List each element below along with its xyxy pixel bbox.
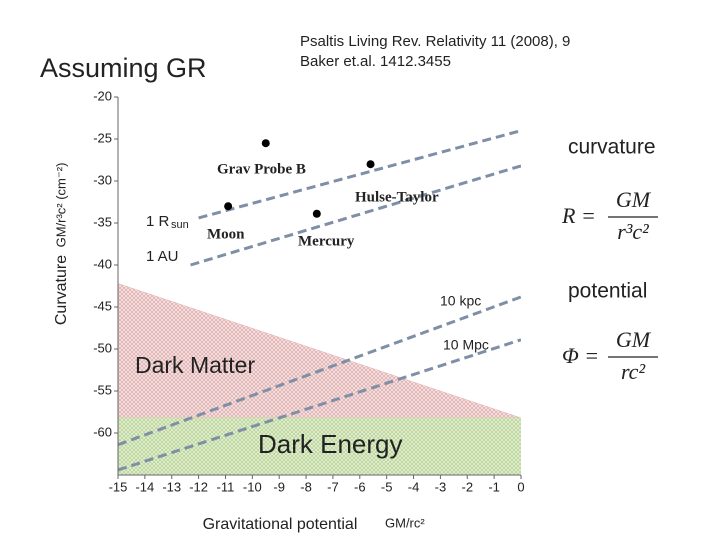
reference: Psaltis Living Rev. Relativity 11 (2008)… [300, 33, 570, 50]
formula: rc² [621, 359, 646, 384]
annotation: Grav Probe B [217, 161, 306, 177]
y-tick-label: -50 [93, 340, 112, 355]
potential-label: potential [568, 280, 647, 303]
annotation: Mercury [298, 233, 355, 249]
x-tick-label: -11 [217, 479, 235, 494]
dashed-line [190, 164, 521, 267]
x-tick-label: 0 [517, 479, 524, 494]
x-tick-label: -6 [354, 479, 366, 494]
x-tick-label: -13 [162, 479, 181, 494]
x-axis-unit: GM/rc² [385, 515, 425, 530]
dashed-line [118, 338, 521, 472]
data-point [224, 202, 233, 211]
x-tick-label: -7 [327, 479, 339, 494]
dashed-line [118, 295, 521, 447]
y-tick-label: -25 [93, 130, 112, 145]
data-point [312, 209, 321, 218]
x-tick-label: -1 [488, 479, 500, 494]
x-tick-label: -15 [109, 479, 128, 494]
x-tick-label: -5 [381, 479, 393, 494]
y-tick-label: -35 [93, 214, 112, 229]
annotation: 1 AU [146, 248, 179, 265]
formula: Φ = [562, 343, 599, 368]
x-tick-label: -12 [189, 479, 208, 494]
annotation: Hulse-Taylor [355, 189, 439, 205]
y-tick-label: -20 [93, 88, 112, 103]
formula: GM [616, 327, 652, 352]
region-label: Dark Matter [135, 352, 255, 378]
y-axis-unit: GM/r³c² (cm⁻²) [53, 163, 68, 248]
reference: Baker et.al. 1412.3455 [300, 53, 451, 70]
x-tick-label: -4 [408, 479, 420, 494]
plot [118, 129, 521, 475]
x-tick-label: -9 [273, 479, 285, 494]
formula: r³c² [617, 219, 649, 244]
y-tick-label: -40 [93, 256, 112, 271]
formula: R = [561, 203, 596, 228]
data-point [366, 160, 375, 169]
plot-area [118, 129, 521, 475]
y-axis-label: Curvature [53, 255, 70, 325]
y-tick-label: -30 [93, 172, 112, 187]
annotation: sun [171, 219, 189, 231]
x-axis-label: Gravitational potential [203, 516, 358, 533]
heading: Assuming GR [40, 53, 207, 83]
formula: GM [616, 187, 652, 212]
y-tick-label: -60 [93, 424, 112, 439]
region-label: Dark Energy [258, 429, 403, 459]
annotation: 10 Mpc [443, 337, 489, 353]
x-tick-label: -2 [461, 479, 473, 494]
annotation: Moon [207, 226, 245, 242]
x-tick-label: -8 [300, 479, 312, 494]
region [118, 417, 521, 475]
annotation: 10 kpc [440, 293, 481, 309]
data-point [261, 139, 270, 148]
y-tick-label: -45 [93, 298, 112, 313]
x-tick-label: -14 [135, 479, 154, 494]
curvature-label: curvature [568, 136, 656, 159]
x-tick-label: -10 [243, 479, 262, 494]
x-tick-label: -3 [435, 479, 447, 494]
y-tick-label: -55 [93, 382, 112, 397]
annotation: 1 R [146, 213, 170, 230]
